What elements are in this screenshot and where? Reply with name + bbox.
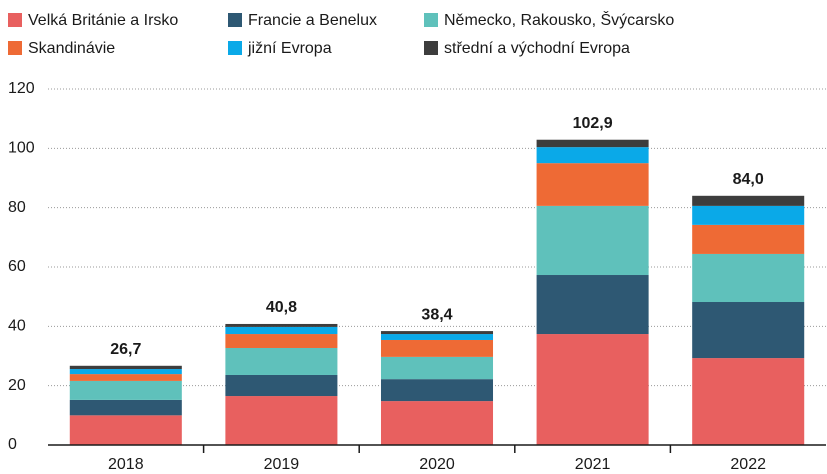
legend-label: jižní Evropa <box>247 40 332 57</box>
bar-segment <box>225 326 338 335</box>
bar-segment <box>69 374 182 381</box>
legend-label: Francie a Benelux <box>248 12 377 29</box>
bar-segment <box>536 139 649 148</box>
bar-segment <box>69 369 182 375</box>
bar-segment <box>225 323 338 327</box>
legend-swatch <box>424 41 438 55</box>
bar-segment <box>69 415 182 445</box>
bar-segment <box>69 399 182 416</box>
total-label: 40,8 <box>266 299 297 316</box>
total-label: 84,0 <box>733 171 764 188</box>
bar-segment <box>69 380 182 400</box>
bar-segment <box>692 302 805 359</box>
legend-swatch <box>424 13 438 27</box>
bar-segment <box>380 401 494 445</box>
x-tick-label: 2019 <box>264 456 300 473</box>
legend-swatch <box>8 13 22 27</box>
y-tick-label: 60 <box>8 258 26 275</box>
bar-segment <box>380 331 494 335</box>
bar-segment <box>536 205 649 276</box>
x-tick-label: 2022 <box>730 456 766 473</box>
bar-segment <box>69 365 182 370</box>
y-tick-label: 100 <box>8 140 35 157</box>
bar-segment <box>225 374 338 397</box>
bar-segment <box>536 334 649 445</box>
bar-segment <box>225 347 338 375</box>
x-tick-label: 2020 <box>419 456 455 473</box>
y-tick-label: 120 <box>8 80 35 97</box>
y-tick-label: 20 <box>8 377 26 394</box>
bar-segment <box>692 195 805 206</box>
total-label: 102,9 <box>573 115 613 132</box>
bar-segment <box>380 334 494 340</box>
bar-segment <box>692 253 805 303</box>
x-tick-label: 2021 <box>575 456 611 473</box>
total-label: 26,7 <box>110 341 141 358</box>
legend-label: střední a východní Evropa <box>444 40 630 57</box>
y-tick-label: 0 <box>8 436 17 453</box>
legend-swatch <box>228 41 242 55</box>
bar-segment <box>692 205 805 225</box>
legend-label: Skandinávie <box>28 40 115 57</box>
bar-segment <box>380 379 494 402</box>
bar-segment <box>225 396 338 445</box>
bar-segment <box>692 358 805 445</box>
bar-segment <box>692 224 805 254</box>
total-label: 38,4 <box>421 306 452 323</box>
legend-label: Velká Británie a Irsko <box>28 12 178 29</box>
legend-label: Německo, Rakousko, Švýcarsko <box>444 10 674 29</box>
legend-swatch <box>228 13 242 27</box>
bar-segment <box>536 275 649 335</box>
legend-swatch <box>8 41 22 55</box>
bar-segment <box>536 163 649 206</box>
bar-segment <box>536 147 649 164</box>
y-tick-label: 80 <box>8 199 26 216</box>
bar-segment <box>225 334 338 348</box>
bar-segment <box>380 356 494 380</box>
bar-segment <box>380 339 494 357</box>
x-tick-label: 2018 <box>108 456 144 473</box>
y-tick-label: 40 <box>8 318 26 335</box>
